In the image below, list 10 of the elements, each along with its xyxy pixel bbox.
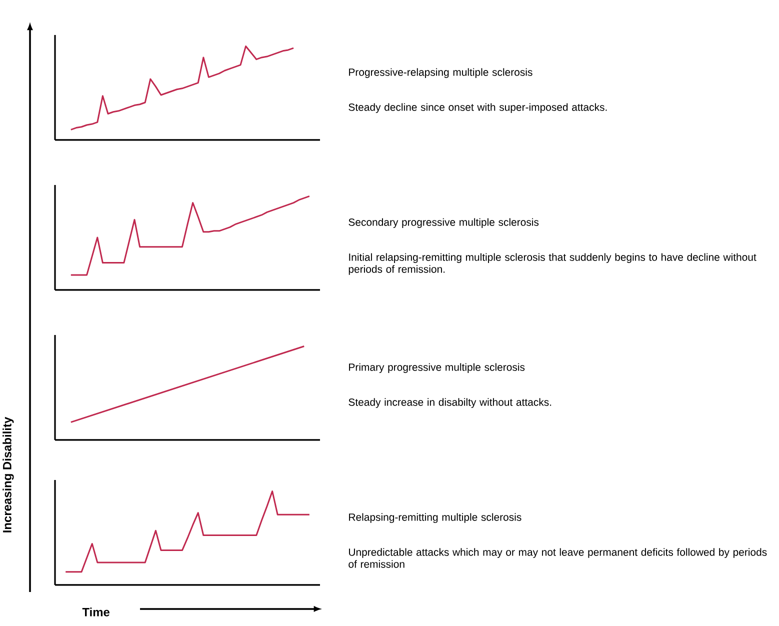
text: Secondary progressive multiple sclerosis: [348, 218, 539, 228]
text: Relapsing-remitting multiple sclerosis: [349, 513, 522, 523]
text: Steady decline since onset with super-imposed attacks.: [348, 103, 607, 113]
text: Unpredictable attacks which may or may not leave permanent deficits followed by periods of remission: [348, 548, 767, 568]
annotation: Primary progressive multiple sclerosis: [349, 363, 525, 373]
x-axis-title: Time: [82, 608, 110, 616]
text: Progressive-relapsing multiple sclerosis: [349, 68, 532, 78]
y-axis-title: Increasing Disability: [2, 416, 14, 532]
text: Initial relapsing-remitting multiple sclerosis that suddenly begins to have decline without periods of remission.: [348, 253, 756, 275]
annotation: Steady increase in disabilty without attacks.: [348, 398, 552, 408]
